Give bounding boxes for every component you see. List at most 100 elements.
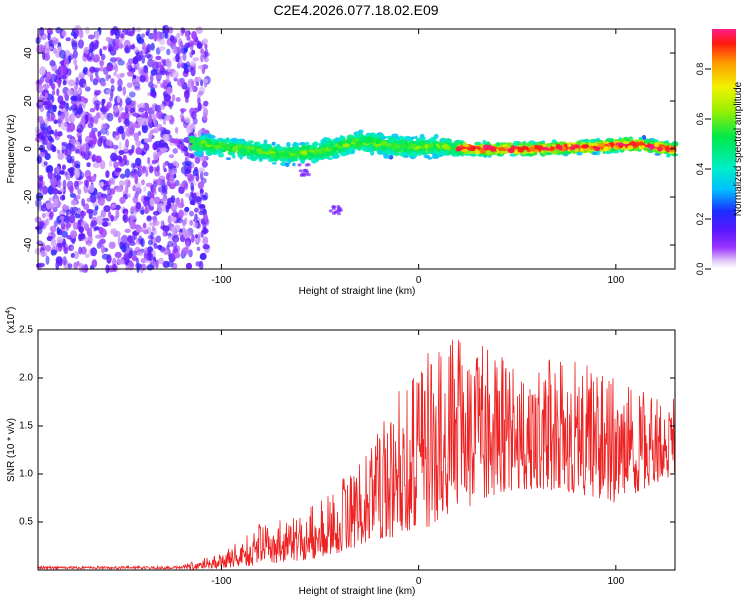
- spectrogram-cell: [139, 50, 143, 57]
- spectrogram-cell: [40, 250, 46, 257]
- spectrogram-cell: [162, 118, 167, 125]
- spectrogram-cell: [199, 188, 204, 194]
- spectrogram-cell: [553, 141, 559, 145]
- spectrogram-cell: [261, 143, 269, 148]
- spectrogram-cell: [396, 140, 400, 145]
- spectrogram-cell: [184, 150, 189, 157]
- spectrogram-cell: [124, 168, 131, 178]
- spectrogram-cell: [47, 117, 55, 122]
- spectrogram-cell: [263, 139, 268, 144]
- spectrogram-cell: [124, 210, 128, 216]
- spectrogram-cell: [406, 137, 413, 142]
- spectrogram-cell: [125, 138, 129, 148]
- spectrogram-cell: [545, 143, 552, 147]
- spectrogram-cell: [92, 162, 100, 169]
- spectrogram-cell: [305, 141, 310, 147]
- spectrogram-cell: [147, 156, 151, 165]
- spectrogram-cell: [120, 33, 124, 39]
- spectrogram-cell: [153, 196, 161, 205]
- spectrogram-cell: [574, 148, 580, 153]
- spectrogram-cell: [203, 100, 209, 107]
- spectrogram-cell: [86, 197, 92, 203]
- spectrogram-cell: [287, 158, 292, 164]
- spectrogram-cell: [334, 137, 340, 143]
- spectrogram-cell: [108, 45, 115, 52]
- spectrogram-cell: [101, 105, 108, 115]
- spectrogram-cell: [247, 140, 254, 144]
- spectrogram-cell: [39, 106, 45, 113]
- spectrogram-cell: [116, 95, 121, 104]
- spectrogram-cell: [78, 262, 84, 273]
- spectrogram-cell: [155, 259, 159, 269]
- spectrogram-cell: [556, 149, 561, 155]
- spectrogram-cell: [119, 173, 126, 179]
- spectrogram-cell: [184, 116, 191, 124]
- spectrogram-cell: [191, 49, 196, 55]
- snr-xlabel: Height of straight line (km): [299, 586, 416, 597]
- spectrogram-cell: [75, 77, 80, 86]
- spectrogram-cell: [204, 43, 208, 50]
- spectrogram-cell: [416, 151, 420, 155]
- spectrogram-cell: [85, 26, 90, 35]
- spectrogram-cell: [76, 260, 80, 267]
- spectrogram-cell: [37, 33, 43, 41]
- spectrogram-cell: [203, 57, 209, 63]
- spectrogram-cell: [327, 157, 333, 160]
- spectrogram-cell: [141, 179, 145, 186]
- spectrogram-cell: [300, 150, 308, 155]
- spectrogram-cell: [411, 152, 417, 157]
- spectrogram-cell: [80, 246, 87, 255]
- spectrogram-cell: [126, 82, 133, 88]
- spectrogram-cell: [649, 145, 655, 150]
- spectrogram-cell: [65, 209, 72, 215]
- spectrogram-cell: [90, 175, 97, 182]
- spectrogram-cell: [42, 52, 46, 61]
- spectrogram-cell: [271, 141, 276, 146]
- spectrogram-cell: [133, 47, 139, 53]
- spectrogram-cell: [190, 191, 194, 197]
- spectrogram-cell: [92, 154, 96, 163]
- spectrogram-cell: [174, 252, 181, 259]
- spectrogram-cell: [40, 204, 48, 212]
- figure-title: C2E4.2026.077.18.02.E09: [273, 2, 438, 18]
- spectrogram-x-tick-label: -100: [211, 275, 231, 286]
- spectrogram-cell: [105, 139, 113, 147]
- spectrogram-cell: [145, 169, 149, 177]
- spectrogram-cell: [173, 49, 178, 55]
- spectrogram-cell: [59, 49, 67, 59]
- spectrogram-cell: [152, 220, 160, 226]
- spectrogram-axes: -100 0 100 -40 -20 0 20 40: [23, 29, 675, 286]
- spectrogram-cell: [311, 145, 317, 151]
- spectrogram-cell: [193, 222, 199, 228]
- spectrogram-cell: [138, 102, 146, 109]
- spectrogram-cell: [87, 242, 92, 247]
- spectrogram-cell: [198, 204, 206, 209]
- spectrogram-cell: [150, 87, 156, 93]
- spectrogram-cell: [165, 204, 170, 213]
- spectrogram-cell: [439, 141, 443, 147]
- spectrogram-cell: [46, 141, 53, 151]
- spectrogram-cell: [114, 64, 118, 73]
- spectrogram-cell: [177, 78, 184, 87]
- spectrogram-cell: [194, 156, 201, 164]
- spectrogram-cell: [137, 251, 144, 256]
- spectrogram-cell: [95, 75, 100, 83]
- spectrogram-cell: [51, 90, 56, 96]
- snr-panel: -100 0 100 0.5 1.0 1.5 2.0 2.5 Height of straig…: [5, 307, 676, 597]
- spectrogram-cell: [92, 209, 98, 216]
- spectrogram-cell: [141, 33, 146, 38]
- spectrogram-cell: [143, 143, 150, 151]
- spectrogram-cell: [622, 141, 630, 145]
- spectrogram-cell: [159, 103, 165, 111]
- spectrogram-y-tick-label: -40: [23, 237, 34, 252]
- spectrogram-cell: [189, 219, 194, 226]
- spectrogram-cell: [271, 153, 276, 159]
- spectrogram-cell: [93, 104, 100, 111]
- spectrogram-cell: [158, 139, 165, 149]
- spectrogram-cell: [404, 142, 408, 145]
- spectrogram-cell: [292, 162, 296, 167]
- spectrogram-cell: [39, 221, 45, 227]
- spectrogram-cell: [143, 186, 147, 192]
- spectrogram-cell: [383, 153, 390, 159]
